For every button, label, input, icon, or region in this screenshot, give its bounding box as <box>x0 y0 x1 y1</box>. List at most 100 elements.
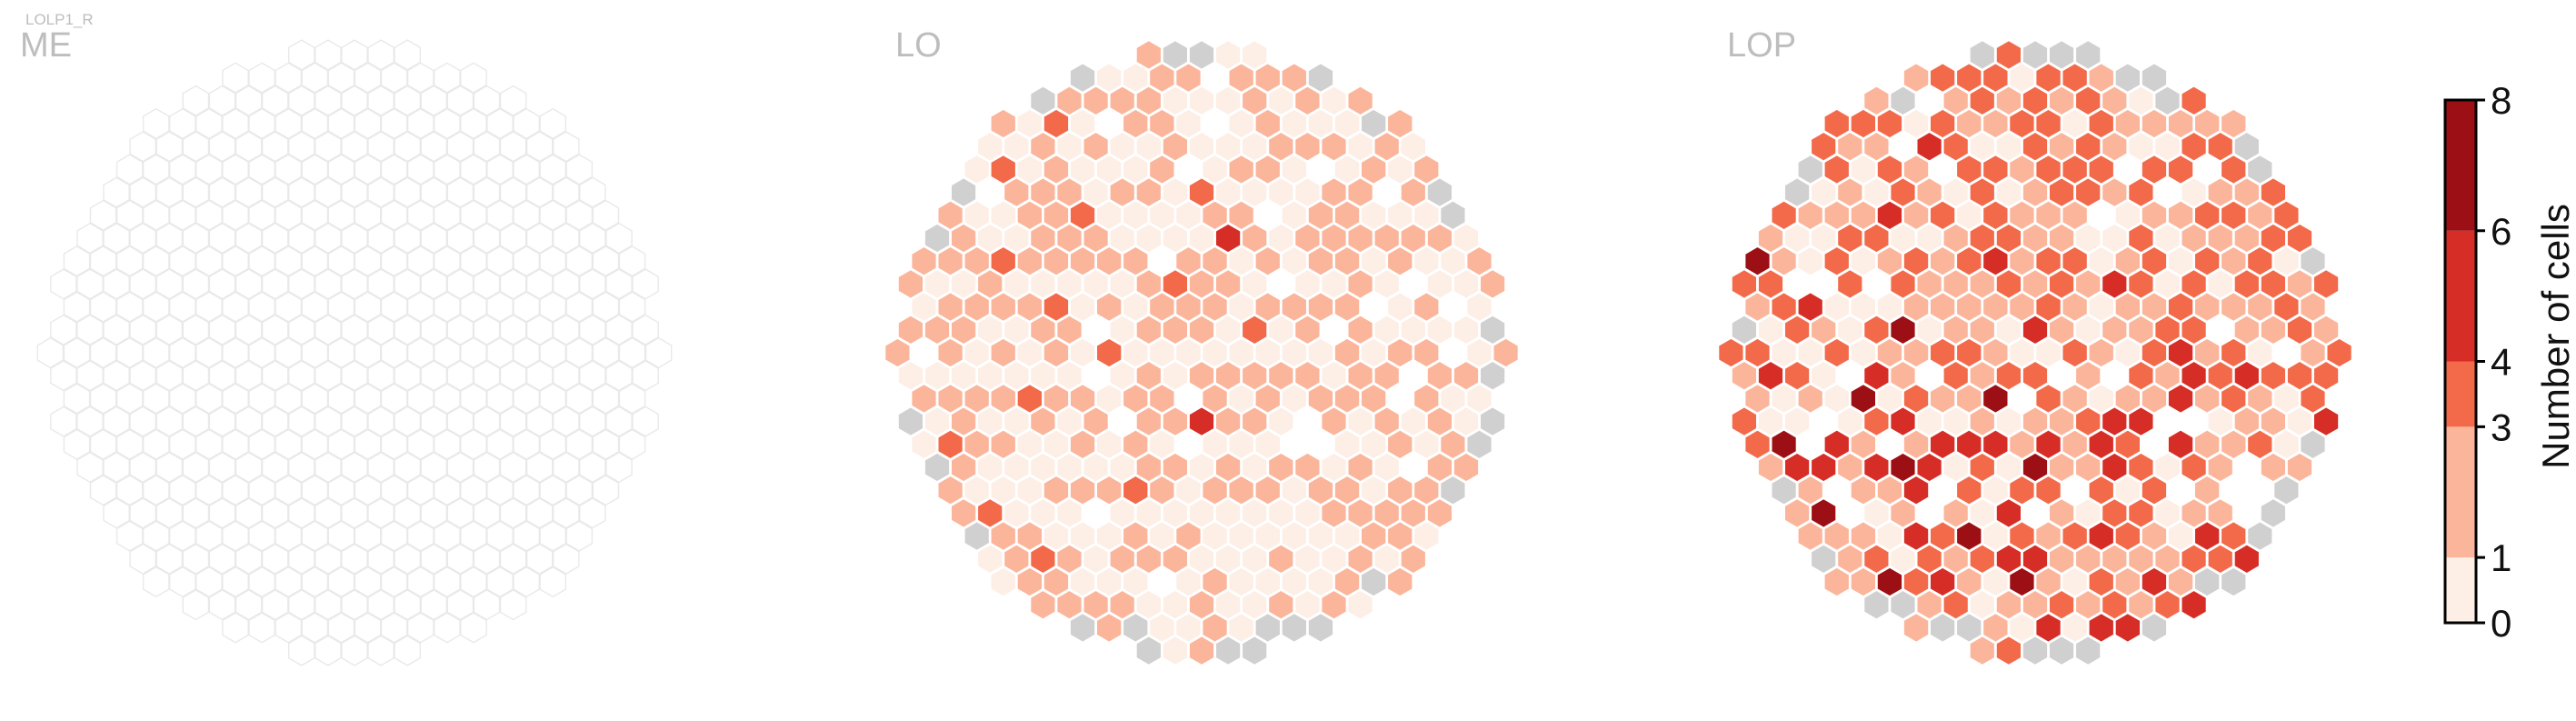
hex-cell <box>235 85 263 116</box>
hex-cell <box>473 360 501 392</box>
hex-cell <box>499 406 527 437</box>
hex-cell <box>406 107 434 140</box>
hex-cell <box>499 268 527 300</box>
hex-cell <box>1902 611 1931 644</box>
hex-cell <box>341 131 368 163</box>
colorbar-tick-label: 6 <box>2491 210 2511 253</box>
hex-cell <box>327 336 355 369</box>
hex-cell <box>539 154 567 185</box>
hex-cell <box>618 383 646 415</box>
hex-cell <box>473 543 501 575</box>
hex-cell <box>261 85 289 116</box>
hex-cell <box>89 199 117 231</box>
hex-cell <box>473 176 501 208</box>
hex-cell <box>539 383 567 415</box>
hex-cell <box>301 475 329 506</box>
hex-cell <box>618 245 646 277</box>
hex-cell <box>513 336 540 369</box>
hex-cell <box>142 245 170 277</box>
hex-cell <box>288 497 315 529</box>
hex-cell <box>380 291 408 323</box>
hex-cell <box>129 131 157 163</box>
hex-cell <box>89 291 117 323</box>
hex-cell <box>222 154 249 185</box>
hex-cell <box>248 520 275 552</box>
hex-cell <box>208 222 236 255</box>
hex-cell <box>142 199 170 231</box>
hex-cell <box>632 360 659 392</box>
hex-cell <box>315 222 342 255</box>
hex-cell <box>182 222 210 255</box>
hex-cell <box>275 383 303 415</box>
hex-cell <box>434 428 461 460</box>
hex-cell <box>103 176 130 208</box>
hex-cell <box>142 154 170 185</box>
hex-cell <box>315 589 342 621</box>
hex-cell <box>168 475 196 506</box>
hex-cell <box>129 314 157 345</box>
hex-cell <box>341 176 368 208</box>
hex-cell <box>103 314 130 345</box>
hex-cell <box>76 222 104 255</box>
hex-cell <box>315 406 342 437</box>
hex-cell <box>460 245 487 277</box>
hex-cell <box>50 406 77 437</box>
hex-cell <box>553 131 580 163</box>
hex-cell <box>367 497 394 529</box>
hex-cell <box>513 199 540 231</box>
hex-cell <box>394 406 421 437</box>
hex-cell <box>539 199 567 231</box>
hex-cell <box>195 154 223 185</box>
hex-cell <box>142 291 170 323</box>
hex-cell <box>367 360 394 392</box>
hex-cell <box>248 62 275 94</box>
hex-cell <box>327 520 355 552</box>
hex-cell <box>406 383 434 415</box>
hex-cell <box>499 543 527 575</box>
hex-cell <box>434 154 461 185</box>
hex-cell <box>248 566 275 598</box>
hex-cell <box>539 566 567 598</box>
hex-cell <box>115 245 144 277</box>
hex-cell <box>288 589 315 621</box>
hex-cell <box>579 451 606 484</box>
hex-cell <box>473 222 501 255</box>
hex-cell <box>288 543 315 575</box>
hex-cell <box>301 520 329 552</box>
hex-cell <box>341 451 368 484</box>
colorbar-tick-label: 0 <box>2491 602 2511 645</box>
hex-cell <box>354 107 382 140</box>
hex-cell <box>115 199 144 231</box>
hex-cell <box>76 406 104 437</box>
hex-cell <box>2220 566 2248 598</box>
hex-cell <box>420 222 448 255</box>
hex-cell <box>155 451 184 484</box>
hex-cell <box>315 543 342 575</box>
hex-cell <box>235 268 263 300</box>
hex-cell <box>446 543 474 575</box>
hex-cell <box>446 176 474 208</box>
neuron-type-label: LOLP1_R <box>25 11 94 28</box>
hex-cell <box>89 383 117 415</box>
hex-cell <box>222 199 249 231</box>
hex-cell <box>288 635 315 666</box>
hex-cell <box>327 107 355 140</box>
hex-cell <box>222 291 249 323</box>
hex-cell <box>301 612 329 644</box>
hex-cell <box>406 520 434 552</box>
hex-cell <box>394 314 421 345</box>
hex-cell <box>115 383 144 415</box>
hex-cell <box>89 428 117 460</box>
hex-cell <box>89 475 117 506</box>
hex-cell <box>182 406 210 437</box>
hex-cell <box>1994 635 2022 667</box>
hex-cell <box>275 336 303 369</box>
hex-cell <box>301 566 329 598</box>
hex-cell <box>565 291 594 323</box>
hex-cell <box>473 314 501 345</box>
hex-cell <box>301 199 329 231</box>
hex-cell <box>367 39 394 71</box>
hex-cell <box>315 39 342 71</box>
hex-cell <box>553 497 580 529</box>
